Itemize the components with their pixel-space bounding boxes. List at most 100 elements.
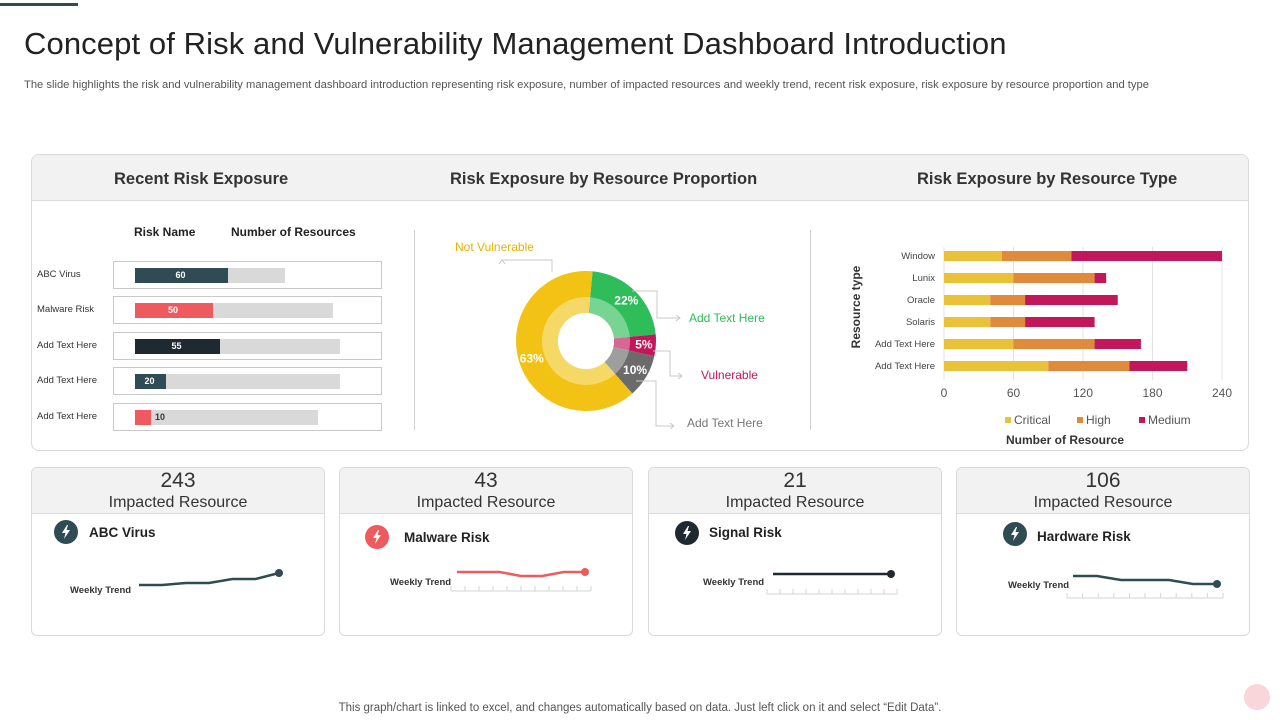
callout-line-green	[632, 290, 680, 319]
legend-swatch	[1077, 417, 1083, 423]
y-tick-label: Add Text Here	[875, 361, 935, 372]
kpi-card-header: 43 Impacted Resource	[340, 468, 632, 514]
section-divider-right	[810, 230, 811, 430]
weekly-trend-label: Weekly Trend	[390, 577, 452, 588]
page-title: Concept of Risk and Vulnerability Manage…	[24, 26, 1007, 61]
bar-segment-critical	[944, 251, 1002, 261]
x-tick-label: 180	[1142, 386, 1162, 400]
weekly-trend-sparkline	[1066, 574, 1224, 599]
x-tick-label: 0	[941, 386, 948, 400]
risk-bar-box: 50	[113, 296, 382, 324]
trend-line	[1073, 574, 1217, 586]
corner-decoration	[1244, 684, 1270, 710]
kpi-number: 21	[783, 469, 807, 492]
lightning-bolt	[683, 526, 691, 540]
weekly-trend-label: Weekly Trend	[70, 585, 132, 596]
lightning-bolt	[1011, 527, 1019, 541]
weekly-trend-sparkline	[766, 570, 898, 595]
kpi-card: 243 Impacted Resource ABC Virus Weekly Tren…	[31, 467, 325, 636]
lightning-bolt	[62, 525, 70, 539]
callout-arrow-vulnerable	[677, 372, 683, 380]
risk-row: Add Text Here 20	[32, 366, 384, 396]
risk-row: Add Text Here 55	[32, 331, 384, 361]
legend-label: Medium	[1148, 413, 1191, 427]
trend-line	[139, 571, 280, 587]
lightning-glyph	[683, 526, 691, 540]
trend-end-marker	[275, 569, 283, 577]
legend-swatch	[1005, 417, 1011, 423]
kpi-card-header: 243 Impacted Resource	[32, 468, 324, 514]
callout-label-gray: Add Text Here	[687, 416, 763, 430]
risk-row: Malware Risk 50	[32, 295, 384, 325]
lightning-glyph	[62, 525, 70, 539]
kpi-card: 21 Impacted Resource Signal Risk Weekly Tre…	[648, 467, 942, 636]
risk-bar-box: 55	[113, 332, 382, 360]
donut-slice	[516, 271, 633, 411]
section-divider-left	[414, 230, 415, 430]
donut-slice	[588, 271, 656, 339]
risk-bar-box: 10	[113, 403, 382, 431]
x-tick-label: 240	[1212, 386, 1232, 400]
bar-segment-medium	[1025, 295, 1118, 305]
callout-arrow-gray	[669, 422, 675, 430]
callout-label-vulnerable: Vulnerable	[701, 368, 758, 382]
bar-segment-critical	[944, 295, 991, 305]
bar-segment-high	[990, 317, 1026, 327]
kpi-card-header: 21 Impacted Resource	[649, 468, 941, 514]
risk-bar-value: 50	[168, 305, 179, 315]
kpi-risk-name: Hardware Risk	[1037, 529, 1131, 544]
kpi-label: Impacted Resource	[416, 494, 556, 511]
risk-bar-fill	[135, 303, 213, 318]
kpi-number: 106	[1085, 469, 1121, 492]
callout-label-not-vulnerable: Not Vulnerable	[455, 240, 534, 254]
risk-row-label: Malware Risk	[37, 304, 95, 315]
bar-segment-high	[1013, 339, 1095, 349]
lightning-glyph	[373, 530, 381, 544]
risk-bar-track	[135, 410, 318, 425]
donut-slice-label: 10%	[623, 363, 647, 377]
section-title-recent-risk: Recent Risk Exposure	[114, 170, 289, 188]
trend-end-marker	[1213, 580, 1221, 588]
trend-end-marker	[581, 568, 589, 576]
donut-slice	[604, 347, 655, 394]
callout-label-green: Add Text Here	[689, 311, 765, 325]
bar-segment-high	[1001, 251, 1072, 261]
main-panel-header	[32, 155, 1248, 201]
y-tick-label: Solaris	[906, 317, 935, 328]
risk-bar-fill	[135, 339, 220, 354]
kpi-number: 243	[160, 469, 196, 492]
kpi-label: Impacted Resource	[108, 494, 248, 511]
callout-line-vulnerable	[653, 350, 682, 377]
callout-arrow-not-vulnerable	[498, 259, 506, 265]
donut-slice-label: 22%	[614, 294, 638, 308]
y-tick-label: Lunix	[912, 273, 935, 284]
y-tick-label: Oracle	[907, 295, 935, 306]
risk-bar-value: 10	[155, 412, 166, 422]
risk-bar-box: 60	[113, 261, 382, 289]
risk-bar-fill	[135, 374, 166, 389]
bar-segment-critical	[944, 273, 1014, 283]
x-tick-label: 120	[1073, 386, 1093, 400]
risk-bar-value: 20	[144, 376, 155, 386]
kpi-risk-name: ABC Virus	[89, 525, 156, 540]
risk-bar-track	[135, 374, 340, 389]
risk-bar-fill	[135, 268, 228, 283]
risk-row-label: Add Text Here	[37, 411, 98, 422]
risk-bar-value: 55	[171, 341, 182, 351]
donut-hole	[558, 313, 614, 369]
kpi-card-header: 106 Impacted Resource	[957, 468, 1249, 514]
trend-end-marker	[887, 570, 895, 578]
bar-segment-high	[1013, 273, 1095, 283]
weekly-trend-sparkline	[139, 569, 283, 587]
legend-swatch	[1139, 417, 1145, 423]
risk-bar-fill	[135, 410, 151, 425]
bar-segment-critical	[944, 361, 1049, 371]
page-subtitle: The slide highlights the risk and vulner…	[24, 79, 1149, 91]
callout-arrow-green	[675, 314, 681, 322]
kpi-label: Impacted Resource	[1033, 494, 1173, 511]
top-accent-bar	[0, 3, 78, 6]
weekly-trend-label: Weekly Trend	[703, 577, 765, 588]
bar-segment-critical	[944, 339, 1014, 349]
resource-proportion-donut-chart: 22% 5% 10% 63% Not Vulnerable Add Text Here Vu…	[455, 240, 765, 430]
bar-segment-medium	[1094, 273, 1107, 283]
